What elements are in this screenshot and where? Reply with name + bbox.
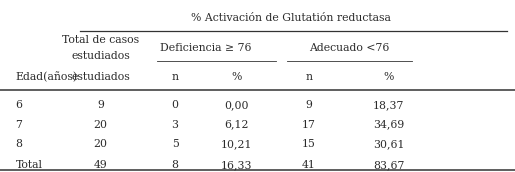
Text: 20: 20: [93, 120, 108, 130]
Text: n: n: [171, 72, 179, 82]
Text: 5: 5: [171, 139, 179, 149]
Text: Deficiencia ≥ 76: Deficiencia ≥ 76: [160, 43, 252, 53]
Text: 9: 9: [305, 100, 313, 110]
Text: 18,37: 18,37: [373, 100, 404, 110]
Text: 30,61: 30,61: [373, 139, 405, 149]
Text: Total: Total: [15, 160, 42, 170]
Text: Adecuado <76: Adecuado <76: [308, 43, 389, 53]
Text: % Activación de Glutatión reductasa: % Activación de Glutatión reductasa: [191, 13, 391, 23]
Text: %: %: [384, 72, 394, 82]
Text: 8: 8: [171, 160, 179, 170]
Text: 6,12: 6,12: [225, 120, 249, 130]
Text: 41: 41: [302, 160, 316, 170]
Text: 8: 8: [15, 139, 23, 149]
Text: 15: 15: [302, 139, 316, 149]
Text: 6: 6: [15, 100, 23, 110]
Text: %: %: [232, 72, 242, 82]
Text: 0,00: 0,00: [225, 100, 249, 110]
Text: n: n: [305, 72, 313, 82]
Text: 3: 3: [171, 120, 179, 130]
Text: 17: 17: [302, 120, 316, 130]
Text: 0: 0: [171, 100, 179, 110]
Text: 34,69: 34,69: [373, 120, 404, 130]
Text: 7: 7: [15, 120, 22, 130]
Text: Total de casos: Total de casos: [62, 35, 139, 45]
Text: Edad(años): Edad(años): [15, 71, 78, 82]
Text: 16,33: 16,33: [221, 160, 253, 170]
Text: 49: 49: [94, 160, 107, 170]
Text: 83,67: 83,67: [373, 160, 404, 170]
Text: estudiados: estudiados: [71, 72, 130, 82]
Text: 9: 9: [97, 100, 104, 110]
Text: estudiados: estudiados: [71, 51, 130, 61]
Text: 10,21: 10,21: [221, 139, 253, 149]
Text: 20: 20: [93, 139, 108, 149]
